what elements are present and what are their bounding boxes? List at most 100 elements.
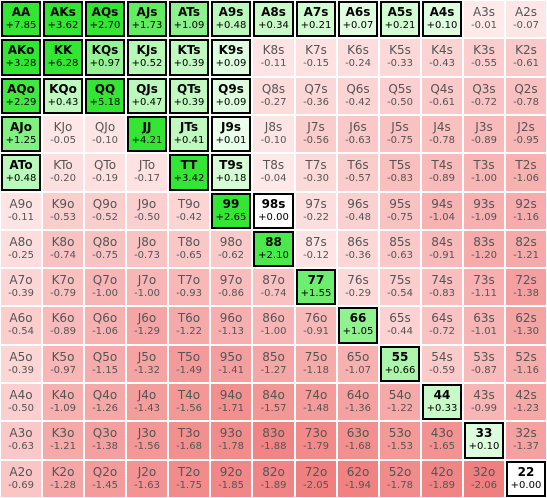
ev-value: +0.21 — [300, 20, 332, 31]
hand-cell-92o: 92o -1.85 — [211, 461, 251, 497]
hand-cell-93s: 93s -1.09 — [464, 193, 504, 229]
hand-label: 43o — [430, 426, 454, 440]
hand-label: 32o — [472, 465, 496, 479]
hand-cell-t7o: T7o -0.93 — [169, 269, 209, 305]
hand-cell-k4s: K4s -0.43 — [422, 39, 462, 76]
hand-label: 77 — [307, 273, 325, 287]
ev-value: -0.17 — [134, 173, 160, 184]
hand-cell-87o: 87o -0.74 — [253, 269, 294, 305]
ev-value: -0.48 — [345, 212, 371, 223]
hand-label: Q9s — [218, 82, 244, 96]
hand-label: K4s — [431, 43, 453, 57]
ev-value: -0.62 — [218, 250, 244, 261]
hand-cell-65o: 65o -1.07 — [338, 346, 378, 382]
hand-cell-a3s: A3s -0.01 — [464, 1, 504, 37]
hand-label: 62o — [346, 465, 370, 479]
ev-value: -0.75 — [387, 135, 413, 146]
hand-label: Q8o — [92, 235, 118, 249]
hand-label: 98s — [261, 197, 286, 211]
ev-value: -0.50 — [134, 212, 160, 223]
hand-cell-52s: 52s -1.16 — [506, 346, 546, 382]
ev-value: -1.06 — [92, 326, 118, 337]
hand-label: QQ — [94, 82, 116, 96]
ev-value: -0.10 — [260, 135, 287, 146]
hand-cell-98o: 98o -0.62 — [211, 231, 251, 267]
ev-value: -2.06 — [471, 480, 497, 491]
ev-value: -1.38 — [92, 441, 118, 452]
hand-cell-q5s: Q5s -0.50 — [380, 78, 420, 114]
hand-label: 87s — [305, 235, 327, 249]
hand-label: 65o — [346, 350, 370, 364]
hand-cell-k3o: K3o -1.21 — [43, 422, 83, 459]
hand-label: A3s — [472, 5, 496, 19]
hand-label: KTo — [53, 158, 73, 172]
ev-value: +5.18 — [89, 97, 121, 108]
hand-label: J9s — [221, 120, 241, 134]
ev-value: -1.78 — [387, 480, 413, 491]
hand-cell-t6o: T6o -1.22 — [169, 307, 209, 344]
hand-cell-t5o: T5o -1.49 — [169, 346, 209, 382]
hand-cell-63o: 63o -1.68 — [338, 422, 378, 459]
hand-cell-q7o: Q7o -1.00 — [85, 269, 125, 305]
ev-value: -0.59 — [429, 365, 455, 376]
ev-value: -0.11 — [260, 58, 287, 69]
hand-cell-t6s: T6s -0.57 — [338, 154, 378, 191]
hand-cell-86s: 86s -0.36 — [338, 231, 378, 267]
hand-label: T9o — [177, 197, 201, 211]
hand-cell-77: 77 +1.55 — [296, 269, 336, 305]
hand-cell-t2o: T2o -1.75 — [169, 461, 209, 497]
hand-label: A4s — [429, 5, 455, 19]
hand-cell-53o: 53o -1.53 — [380, 422, 420, 459]
ev-value: +4.21 — [131, 135, 163, 146]
hand-label: 65s — [389, 311, 411, 325]
hand-label: T5o — [177, 350, 201, 364]
hand-label: Q4s — [430, 82, 454, 96]
hand-label: T5s — [389, 158, 411, 172]
ev-value: -1.48 — [303, 403, 329, 414]
ev-value: -0.24 — [345, 58, 371, 69]
hand-cell-64s: 64s -0.72 — [422, 307, 462, 344]
ev-value: -1.00 — [471, 173, 497, 184]
hand-cell-q9o: Q9o -0.52 — [85, 193, 125, 229]
ev-value: -1.63 — [134, 480, 160, 491]
hand-cell-k7o: K7o -0.79 — [43, 269, 83, 305]
ev-value: -2.05 — [303, 480, 329, 491]
hand-cell-97o: 97o -0.86 — [211, 269, 251, 305]
hand-label: 97o — [219, 273, 243, 287]
ev-value: +2.70 — [89, 20, 121, 31]
hand-cell-q3s: Q3s -0.72 — [464, 78, 504, 114]
hand-cell-kqo: KQo +0.43 — [43, 78, 83, 114]
ev-value: -0.12 — [303, 250, 329, 261]
hand-cell-a3o: A3o -0.63 — [1, 422, 41, 459]
hand-cell-t8s: T8s -0.04 — [253, 154, 294, 191]
hand-label: KJs — [136, 43, 158, 57]
ev-value: -0.63 — [387, 250, 413, 261]
hand-cell-84s: 84s -0.91 — [422, 231, 462, 267]
hand-label: 66 — [349, 311, 367, 325]
hand-cell-k8s: K8s -0.11 — [253, 39, 294, 76]
ev-value: -0.72 — [429, 326, 455, 337]
hand-cell-a7s: A7s +0.21 — [296, 1, 336, 37]
hand-cell-97s: 97s -0.22 — [296, 193, 336, 229]
hand-label: T2o — [177, 465, 201, 479]
hand-label: K5o — [51, 350, 75, 364]
hand-cell-98s: 98s +0.00 — [253, 193, 294, 229]
hand-label: 82s — [515, 235, 537, 249]
hand-label: KQo — [49, 82, 77, 96]
hand-cell-43o: 43o -1.65 — [422, 422, 462, 459]
ev-value: -1.56 — [134, 441, 160, 452]
hand-label: 22 — [517, 465, 535, 479]
ev-value: +0.41 — [173, 135, 205, 146]
hand-cell-94o: 94o -1.71 — [211, 384, 251, 420]
hand-label: T6s — [347, 158, 369, 172]
hand-label: 86s — [347, 235, 369, 249]
ev-value: -1.68 — [345, 441, 371, 452]
hand-cell-96s: 96s -0.48 — [338, 193, 378, 229]
ev-value: -1.75 — [176, 480, 202, 491]
hand-cell-k2o: K2o -1.28 — [43, 461, 83, 497]
hand-label: 44 — [433, 388, 451, 402]
ev-value: -0.89 — [471, 135, 497, 146]
ev-value: -0.39 — [8, 288, 34, 299]
hand-label: Q3s — [472, 82, 496, 96]
hand-label: 64s — [431, 311, 453, 325]
